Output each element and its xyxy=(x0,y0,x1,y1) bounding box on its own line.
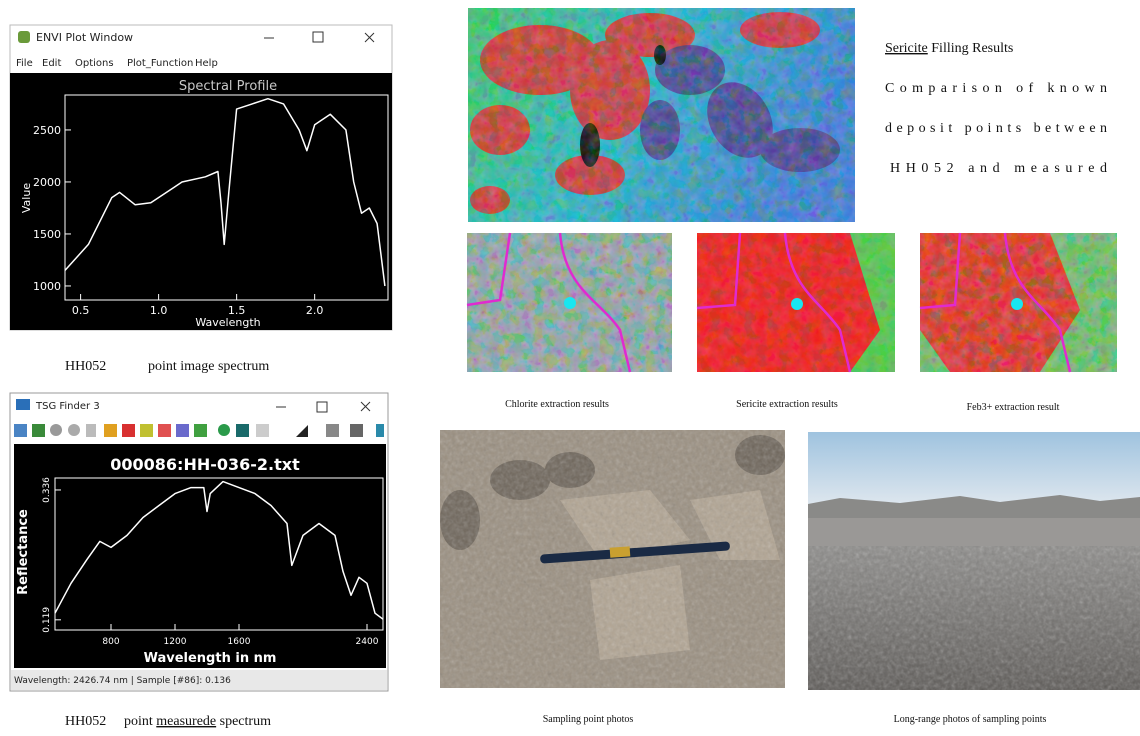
x-tick-label: 1200 xyxy=(164,637,187,647)
photo-sky xyxy=(808,432,1140,504)
tool-icon[interactable] xyxy=(236,424,249,437)
tool-icon[interactable] xyxy=(122,424,135,437)
x-tick-label: 1600 xyxy=(228,637,251,647)
window-title: ENVI Plot Window xyxy=(36,31,133,44)
y-axis-label: Value xyxy=(20,183,33,213)
tool-icon[interactable] xyxy=(140,424,153,437)
tool-icon[interactable] xyxy=(376,424,384,437)
alteration-map xyxy=(468,8,855,222)
x-axis-label: Wavelength xyxy=(195,316,260,329)
description-line: Comparison of known xyxy=(885,81,1107,96)
description-line: deposit points between xyxy=(885,121,1107,136)
tool-icon[interactable] xyxy=(256,424,269,437)
status-text: Wavelength: 2426.74 nm | Sample [#86]: 0… xyxy=(14,676,231,686)
photo-texture xyxy=(440,430,785,688)
menu-item[interactable]: File xyxy=(16,58,33,69)
map-texture xyxy=(468,8,855,222)
extraction-fe3 xyxy=(920,233,1117,372)
y-tick-label: 0.119 xyxy=(42,607,52,633)
tool-icon[interactable] xyxy=(158,424,171,437)
map-description: Sericite Filling Results Comparison of k… xyxy=(885,41,1107,176)
window-title: TSG Finder 3 xyxy=(35,401,100,412)
y-tick-label: 2000 xyxy=(33,176,61,189)
menu-item[interactable]: Edit xyxy=(42,58,61,69)
tool-icon[interactable] xyxy=(68,424,80,436)
description-line: HH052 and measured xyxy=(890,161,1107,176)
menu-item[interactable]: Help xyxy=(195,58,218,69)
heading-rest: Filling Results xyxy=(928,41,1014,56)
extraction-chlorite xyxy=(467,233,672,372)
tool-icon[interactable] xyxy=(32,424,45,437)
heading-underlined: Sericite xyxy=(885,41,928,56)
caption-sample: HH052 xyxy=(65,359,106,374)
x-tick-label: 2400 xyxy=(356,637,379,647)
landscape-photo xyxy=(808,432,1140,690)
plot-title: 000086:HH-036-2.txt xyxy=(110,455,300,474)
tool-icon[interactable] xyxy=(14,424,27,437)
y-tick-label: 1000 xyxy=(33,280,61,293)
caption-text: point image spectrum xyxy=(148,359,269,374)
tool-icon[interactable] xyxy=(86,424,96,437)
photo-caption: Sampling point photos xyxy=(543,714,634,725)
tool-icon[interactable] xyxy=(350,424,363,437)
app-icon xyxy=(16,399,30,410)
y-axis-label: Reflectance xyxy=(16,509,31,595)
y-tick-label: 0.336 xyxy=(42,477,52,503)
x-axis-label: Wavelength in nm xyxy=(144,651,277,666)
plot-area xyxy=(10,73,392,330)
description-heading: Sericite Filling Results xyxy=(885,41,1013,56)
extraction-caption: Sericite extraction results xyxy=(736,399,838,410)
tool-icon[interactable] xyxy=(326,424,339,437)
tool-icon[interactable] xyxy=(50,424,62,436)
caption-text: point measurede spectrum xyxy=(124,714,271,729)
caption-sample: HH052 xyxy=(65,714,106,729)
caption-part: point xyxy=(124,714,156,729)
extraction-caption: Chlorite extraction results xyxy=(505,399,609,410)
tool-icon[interactable] xyxy=(176,424,189,437)
extraction-caption: Feb3+ extraction result xyxy=(967,402,1060,413)
tsg-window: TSG Finder 3 Wavelength: 2426.74 nm | Sa… xyxy=(10,393,388,691)
extraction-sericite xyxy=(697,233,895,372)
y-tick-label: 2500 xyxy=(33,124,61,137)
tool-icon[interactable] xyxy=(104,424,117,437)
app-icon xyxy=(18,31,30,43)
x-tick-label: 0.5 xyxy=(72,304,90,317)
tool-icon[interactable] xyxy=(194,424,207,437)
photo-caption: Long-range photos of sampling points xyxy=(894,714,1047,725)
x-tick-label: 1.0 xyxy=(150,304,168,317)
menu-item[interactable]: Options xyxy=(75,58,114,69)
figure: ENVI Plot Window File Edit Options Plot_Fun… xyxy=(0,0,1140,736)
x-tick-label: 800 xyxy=(102,637,119,647)
sampling-photo xyxy=(440,430,785,688)
plot-title: Spectral Profile xyxy=(179,79,277,94)
x-tick-label: 2.0 xyxy=(306,304,324,317)
menu-item[interactable]: Plot_Function xyxy=(127,58,193,69)
caption-part: spectrum xyxy=(216,714,271,729)
photo-texture xyxy=(808,546,1140,690)
caption-underlined: measurede xyxy=(156,714,216,729)
tool-icon[interactable] xyxy=(218,424,230,436)
y-tick-label: 1500 xyxy=(33,228,61,241)
